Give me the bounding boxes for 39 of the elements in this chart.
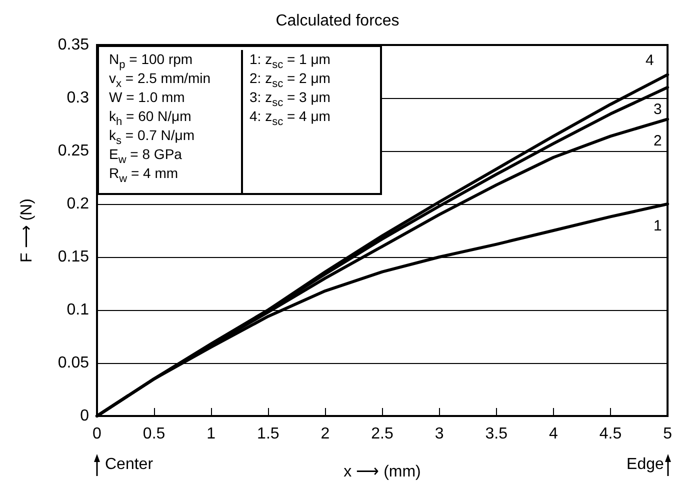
x-axis-title: x ⟶ (mm)	[344, 464, 421, 480]
annotation: 4: z$_{sc}$ = 4 μm	[250, 107, 332, 128]
x-tick-label: 0.5	[142, 426, 166, 442]
text: Center	[105, 456, 154, 474]
series-label: 2	[654, 132, 662, 150]
annotation: k$_{s}$ = 0.7 N/μm	[109, 126, 196, 147]
annotation: 3: z$_{sc}$ = 3 μm	[250, 88, 332, 109]
y-tick-label: 0.15	[58, 248, 90, 266]
text: Edge	[626, 456, 664, 474]
y-axis-title: F ⟶ (N)	[18, 198, 36, 262]
y-tick-label: 0.2	[66, 196, 90, 212]
annotation: v$_{x}$ = 2.5 mm/min	[109, 70, 212, 90]
y-tick-label: 0.1	[66, 302, 90, 318]
y-tick-label: 0.35	[58, 36, 90, 54]
annotation: k$_{h}$ = 60 N/μm	[109, 107, 192, 128]
x-tick-label: 2	[320, 426, 330, 442]
chart-title: Calculated forces	[276, 12, 400, 30]
y-tick-label: 0.05	[58, 354, 90, 372]
series-label: 3	[654, 100, 662, 118]
series-label: 1	[654, 218, 662, 234]
annotation: W = 1.0 mm	[109, 88, 186, 107]
annotation: N$_{p}$ = 100 rpm	[109, 50, 194, 71]
annotation: 1: z$_{sc}$ = 1 μm	[250, 50, 332, 71]
x-tick-label: 1	[206, 426, 216, 442]
x-tick-label: 2.5	[371, 426, 394, 442]
annotation: R$_{w}$ = 4 mm	[109, 164, 180, 185]
x-tick-label: 4.5	[599, 426, 622, 442]
x-tick-label: 0	[92, 426, 102, 442]
x-tick-label: 4	[548, 426, 558, 442]
y-tick-label: 0	[80, 408, 90, 424]
annotation: E$_{w}$ = 8 GPa	[109, 145, 183, 166]
series-label: 4	[646, 52, 654, 70]
x-tick-label: 5	[663, 426, 672, 442]
x-tick-label: 3	[434, 426, 444, 442]
x-tick-label: 3.5	[485, 426, 508, 442]
annotation: 2: z$_{sc}$ = 2 μm	[250, 69, 332, 90]
y-tick-label: 0.3	[66, 90, 90, 106]
y-tick-label: 0.25	[58, 142, 90, 160]
x-tick-label: 1.5	[257, 426, 280, 442]
